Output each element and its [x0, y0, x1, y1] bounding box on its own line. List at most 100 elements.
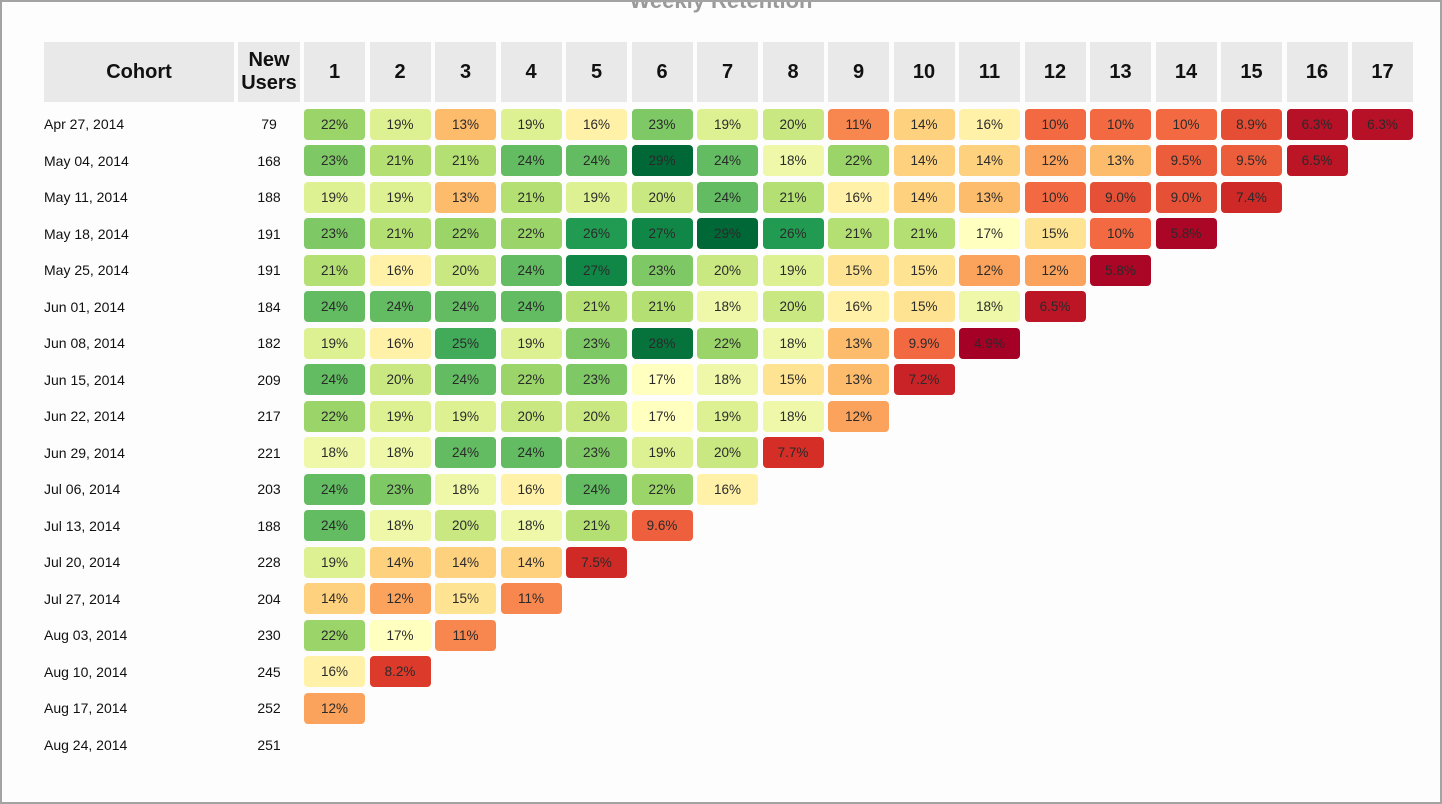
heatmap-cell: 24% — [435, 364, 496, 395]
cohort-label: May 18, 2014 — [44, 225, 129, 242]
heatmap-cell: 22% — [828, 145, 889, 176]
heatmap-cell: 19% — [697, 108, 758, 140]
cohort-label: May 25, 2014 — [44, 262, 129, 278]
heatmap-cell: 6.5% — [1286, 145, 1348, 176]
heatmap-cell: 20% — [631, 181, 693, 213]
header-week-15: 15 — [1221, 42, 1282, 102]
heatmap-cell: 5.8% — [1155, 218, 1217, 249]
heatmap-cell: 10% — [1155, 108, 1217, 140]
heatmap-cell: 10% — [1090, 108, 1151, 140]
heatmap-cell: 14% — [959, 145, 1020, 176]
heatmap-cell: 20% — [566, 400, 627, 432]
heatmap-cell: 14% — [435, 546, 496, 578]
heatmap-cell: 18% — [697, 364, 758, 395]
heatmap-cell: 19% — [369, 400, 431, 432]
heatmap-cell: 19% — [304, 181, 365, 213]
heatmap-cell: 19% — [369, 181, 431, 213]
heatmap-cell: 9.6% — [631, 510, 693, 541]
heatmap-cell: 23% — [566, 327, 627, 359]
header-week-1: 1 — [304, 42, 365, 102]
new-users-count: 188 — [257, 517, 281, 534]
heatmap-cell: 19% — [566, 181, 627, 213]
cohort-label: Jul 06, 2014 — [44, 481, 121, 497]
heatmap-cell: 21% — [304, 254, 365, 286]
heatmap-cell: 6.3% — [1286, 108, 1348, 140]
heatmap-cell: 18% — [369, 510, 431, 541]
heatmap-cell: 6.5% — [1024, 291, 1086, 322]
heatmap-cell: 21% — [828, 218, 889, 249]
heatmap-cell: 15% — [435, 583, 496, 614]
heatmap-cell: 15% — [828, 254, 889, 286]
new-users-count: 228 — [257, 554, 281, 570]
heatmap-cell: 11% — [435, 619, 496, 651]
heatmap-cell: 16% — [959, 108, 1020, 140]
heatmap-cell: 15% — [893, 254, 955, 286]
heatmap-cell: 23% — [566, 364, 627, 395]
heatmap-cell: 11% — [828, 108, 889, 140]
heatmap-cell: 16% — [369, 254, 431, 286]
heatmap-cell: 21% — [566, 291, 627, 322]
header-new-users: New Users — [238, 42, 300, 102]
heatmap-cell: 22% — [697, 327, 758, 359]
heatmap-cell: 16% — [828, 291, 889, 322]
heatmap-cell: 14% — [369, 546, 431, 578]
chart-title: Weekly Retention — [629, 0, 813, 13]
new-users-count: 188 — [257, 189, 281, 205]
new-users-count: 79 — [261, 116, 277, 132]
header-week-3: 3 — [435, 42, 496, 102]
heatmap-cell: 16% — [566, 108, 627, 140]
heatmap-cell: 26% — [762, 218, 824, 249]
heatmap-cell: 23% — [304, 145, 365, 176]
heatmap-cell: 17% — [631, 400, 693, 432]
heatmap-cell: 6.3% — [1352, 108, 1413, 140]
heatmap-cell: 23% — [566, 437, 627, 468]
heatmap-cell: 22% — [304, 619, 365, 651]
heatmap-cell: 10% — [1090, 218, 1151, 249]
header-week-16: 16 — [1286, 42, 1348, 102]
header-week-13: 13 — [1090, 42, 1151, 102]
heatmap-cell: 17% — [631, 364, 693, 395]
new-users-count: 252 — [257, 700, 281, 716]
heatmap-cell: 22% — [631, 473, 693, 505]
heatmap-cell: 22% — [500, 364, 562, 395]
new-users-count: 204 — [257, 590, 281, 607]
heatmap-cell: 24% — [500, 291, 562, 322]
heatmap-cell: 7.2% — [893, 364, 955, 395]
heatmap-cell: 12% — [959, 254, 1020, 286]
heatmap-cell: 24% — [697, 181, 758, 213]
heatmap-cell: 10% — [1024, 181, 1086, 213]
cohort-label: May 11, 2014 — [44, 189, 128, 205]
heatmap-cell: 21% — [435, 145, 496, 176]
new-users-count: 245 — [257, 663, 281, 680]
heatmap-cell: 20% — [762, 291, 824, 322]
header-week-12: 12 — [1024, 42, 1086, 102]
cohort-label: May 04, 2014 — [44, 152, 129, 169]
heatmap-cell: 22% — [500, 218, 562, 249]
header-week-10: 10 — [893, 42, 955, 102]
heatmap-cell: 19% — [369, 108, 431, 140]
heatmap-cell: 19% — [631, 437, 693, 468]
heatmap-cell: 19% — [435, 400, 496, 432]
heatmap-cell: 4.9% — [959, 327, 1020, 359]
header-week-6: 6 — [631, 42, 693, 102]
header-week-11: 11 — [959, 42, 1020, 102]
heatmap-cell: 24% — [500, 437, 562, 468]
heatmap-cell: 20% — [500, 400, 562, 432]
heatmap-cell: 22% — [304, 400, 365, 432]
heatmap-cell: 24% — [304, 291, 365, 322]
heatmap-cell: 20% — [697, 437, 758, 468]
heatmap-cell: 18% — [762, 327, 824, 359]
heatmap-cell: 9.0% — [1155, 181, 1217, 213]
cohort-label: Jun 08, 2014 — [44, 335, 125, 351]
heatmap-cell: 14% — [893, 145, 955, 176]
heatmap-cell: 16% — [304, 656, 365, 687]
cohort-label: Jul 27, 2014 — [44, 590, 121, 607]
cohort-label: Jun 29, 2014 — [44, 444, 125, 461]
heatmap-cell: 24% — [304, 473, 365, 505]
heatmap-cell: 21% — [631, 291, 693, 322]
heatmap-cell: 20% — [762, 108, 824, 140]
cohort-label: Jul 20, 2014 — [44, 554, 121, 570]
cohort-label: Aug 24, 2014 — [44, 736, 128, 753]
header-week-17: 17 — [1352, 42, 1413, 102]
